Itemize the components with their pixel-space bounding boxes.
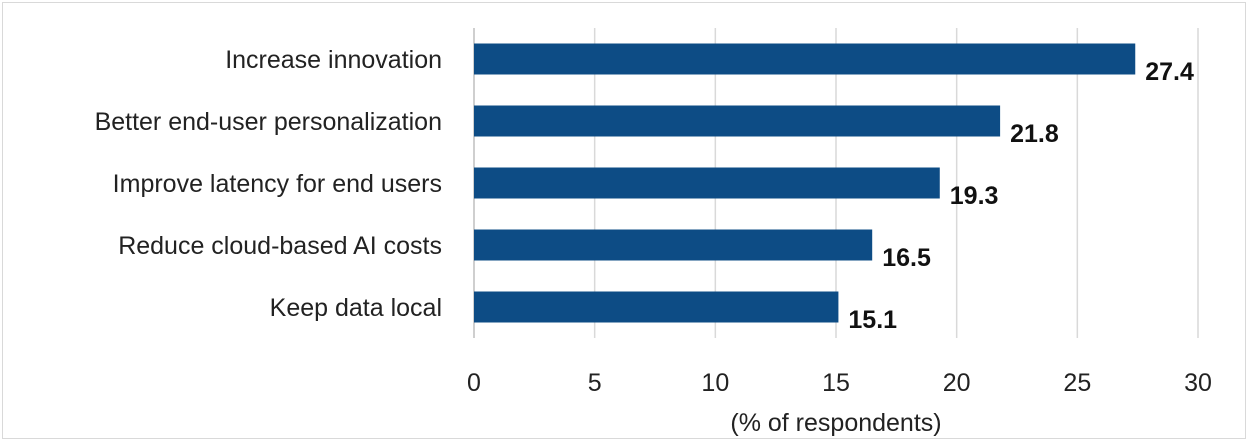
value-label: 15.1 — [848, 306, 897, 334]
bars — [474, 43, 1136, 323]
bar — [474, 291, 839, 323]
category-label: Better end-user personalization — [95, 108, 442, 136]
value-label: 19.3 — [950, 182, 999, 210]
category-labels: Increase innovation Better end-user perso… — [95, 46, 442, 322]
value-label: 27.4 — [1145, 58, 1194, 86]
x-tick-label: 10 — [701, 369, 729, 397]
bar — [474, 229, 873, 261]
category-label: Increase innovation — [225, 46, 442, 74]
gridlines — [473, 28, 1199, 338]
x-axis-title: (% of respondents) — [730, 409, 941, 437]
x-tick-label: 0 — [467, 369, 481, 397]
category-label: Reduce cloud-based AI costs — [118, 232, 442, 260]
bar — [474, 105, 1001, 137]
value-label: 16.5 — [882, 244, 931, 272]
value-labels: 27.4 21.8 19.3 16.5 15.1 — [848, 58, 1194, 334]
x-tick-label: 5 — [588, 369, 602, 397]
x-tick-label: 20 — [943, 369, 971, 397]
x-tick-label: 25 — [1063, 369, 1091, 397]
value-label: 21.8 — [1010, 120, 1059, 148]
bar — [474, 167, 940, 199]
category-label: Improve latency for end users — [113, 170, 442, 198]
x-tick-label: 15 — [822, 369, 850, 397]
bar — [474, 43, 1136, 75]
x-tick-label: 30 — [1184, 369, 1212, 397]
x-tick-labels: 0 5 10 15 20 25 30 — [467, 369, 1212, 397]
category-label: Keep data local — [270, 294, 442, 322]
